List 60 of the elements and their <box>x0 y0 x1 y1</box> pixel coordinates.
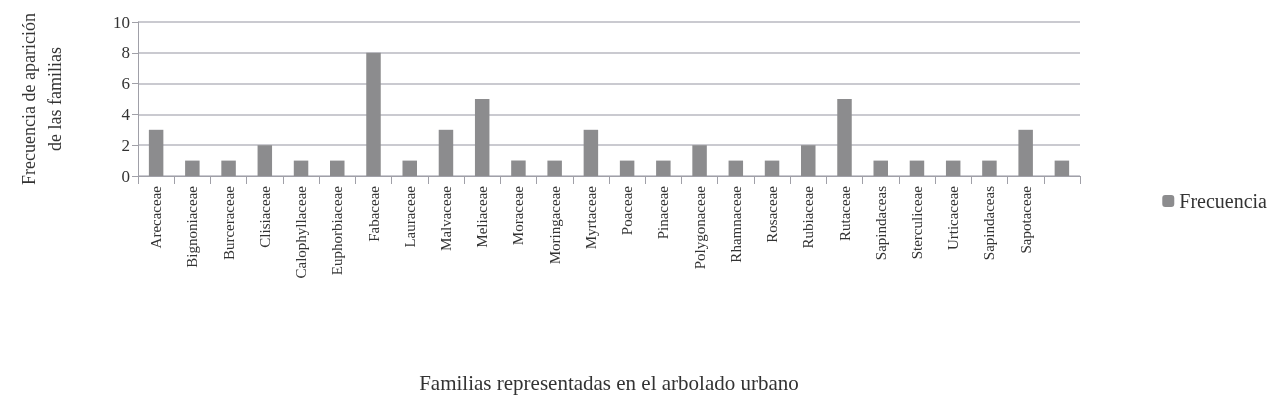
bar <box>474 99 490 176</box>
bar <box>619 160 635 176</box>
y-tick-label: 4 <box>121 104 131 124</box>
x-axis-title: Familias representadas en el arbolado urbano <box>419 370 799 395</box>
bar <box>764 160 780 176</box>
bar <box>909 160 925 176</box>
bar <box>148 129 164 176</box>
x-tick-label: Rosaceae <box>764 185 781 243</box>
x-tick-label: Rubiaceae <box>800 185 817 249</box>
x-tick-label: Moringaceae <box>546 185 563 265</box>
x-tick-label: Sapindaceas <box>981 185 998 261</box>
bar <box>330 160 345 176</box>
bar <box>837 99 852 176</box>
x-tick-label: Malvaceae <box>437 185 454 251</box>
x-tick-label: Clisiaceae <box>256 185 273 248</box>
x-tick-label: Sapotaceae <box>1017 185 1034 254</box>
bar <box>185 160 200 176</box>
bar <box>692 145 707 176</box>
x-tick-label: Meliaceae <box>474 185 491 248</box>
x-tick-label: Bignoniaceae <box>184 185 201 268</box>
bar <box>547 160 562 176</box>
x-tick-label: Calophyllaceae <box>293 185 310 279</box>
bar <box>801 145 816 176</box>
x-tick-label: Myrtaceae <box>582 185 599 250</box>
bar <box>438 129 454 176</box>
y-axis-title: Frecuencia de aparición de las familias <box>19 13 65 185</box>
bar <box>511 160 526 176</box>
x-tick-label: Fabaceae <box>365 185 382 242</box>
y-tick-label: 8 <box>121 43 130 63</box>
x-tick-label: Rutaceae <box>836 185 853 241</box>
x-tick-label: Urticaceae <box>945 185 962 251</box>
bar <box>583 129 599 176</box>
x-tick-label: Lauraceae <box>401 185 418 248</box>
y-tick-label: 2 <box>121 135 130 155</box>
bar <box>293 160 309 176</box>
bar <box>656 160 671 176</box>
x-tick-label: Rhamnaceae <box>727 185 744 263</box>
x-tick-label: Burceraceae <box>220 185 237 261</box>
bar <box>221 160 236 176</box>
bar <box>402 160 417 176</box>
x-tick-label: Polygonaceae <box>691 185 708 270</box>
legend-label: Frecuencia <box>1179 190 1268 212</box>
x-tick-label: Poaceae <box>619 185 636 236</box>
x-tick-label: Sterculiceae <box>908 185 925 260</box>
x-tick-label: Moraceae <box>510 185 527 246</box>
y-tick-label: 0 <box>121 166 130 186</box>
bar <box>257 145 273 176</box>
x-tick-label: Sapindaceas <box>872 185 889 261</box>
y-tick-label: 10 <box>113 12 130 32</box>
x-tick-label: Pinaceae <box>655 185 672 240</box>
bar <box>366 52 381 176</box>
bar <box>1018 129 1033 176</box>
bar <box>1054 160 1070 176</box>
bar <box>728 160 744 176</box>
x-tick-label: Euphorbiaceae <box>329 185 346 276</box>
x-tick-label: Arecaceae <box>148 185 165 249</box>
bar <box>873 160 888 176</box>
bar <box>982 160 997 176</box>
y-tick-label: 6 <box>121 74 130 94</box>
bar <box>945 160 961 176</box>
